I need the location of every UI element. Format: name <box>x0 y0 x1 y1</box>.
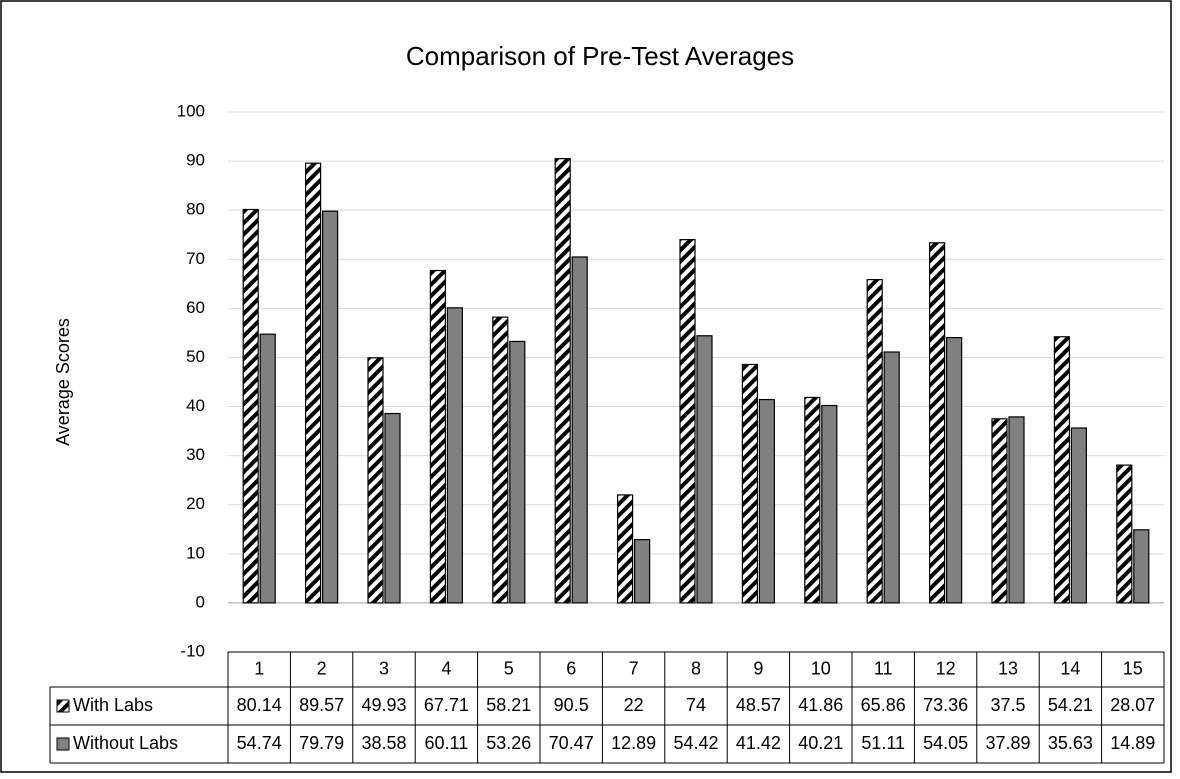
y-tick-label: 20 <box>186 494 205 513</box>
data-label: 22 <box>624 695 644 715</box>
bar <box>804 396 821 604</box>
bar <box>492 316 509 604</box>
bar <box>758 398 776 604</box>
data-label: 37.89 <box>985 733 1030 753</box>
bar <box>866 278 883 604</box>
y-tick-label: 10 <box>186 543 205 562</box>
data-label: 40.21 <box>798 733 843 753</box>
x-tick-label: 13 <box>998 658 1018 678</box>
data-label: 60.11 <box>425 733 469 753</box>
x-tick-label: 12 <box>936 658 956 678</box>
x-tick-label: 9 <box>753 658 763 678</box>
data-label: 54.74 <box>237 733 282 753</box>
data-label: 51.11 <box>861 733 905 753</box>
bar <box>1008 416 1025 604</box>
y-tick-label: 70 <box>186 249 205 268</box>
x-tick-label: 14 <box>1060 658 1080 678</box>
data-label: 37.5 <box>990 695 1025 715</box>
x-tick-label: 1 <box>254 658 264 678</box>
bar <box>446 307 463 604</box>
x-tick-label: 2 <box>317 658 327 678</box>
x-tick-label: 6 <box>566 658 576 678</box>
bar <box>1053 336 1071 604</box>
x-tick-label: 3 <box>379 658 389 678</box>
bar <box>1070 427 1088 604</box>
data-label: 89.57 <box>299 695 344 715</box>
data-label: 54.05 <box>923 733 968 753</box>
bar <box>633 539 651 604</box>
legend-label: Without Labs <box>73 733 178 753</box>
bar <box>384 412 401 604</box>
data-label: 48.57 <box>736 695 781 715</box>
y-tick-label: 40 <box>186 396 205 415</box>
bar <box>1116 464 1133 604</box>
data-label: 58.21 <box>486 695 531 715</box>
bar <box>429 269 446 604</box>
data-label: 14.89 <box>1110 733 1155 753</box>
data-label: 49.93 <box>361 695 406 715</box>
data-label: 41.86 <box>798 695 843 715</box>
y-tick-label: 60 <box>186 298 205 317</box>
data-label: 28.07 <box>1110 695 1155 715</box>
data-label: 74 <box>686 695 706 715</box>
y-tick-label: 100 <box>177 101 205 120</box>
bar <box>322 210 339 604</box>
y-tick-label: 90 <box>186 151 205 170</box>
bar <box>821 404 838 604</box>
bar <box>991 418 1008 604</box>
data-label: 67.71 <box>424 695 469 715</box>
y-tick-label: -10 <box>180 641 205 660</box>
data-label: 90.5 <box>554 695 589 715</box>
data-label: 79.79 <box>299 733 344 753</box>
y-tick-label: 80 <box>186 200 205 219</box>
data-label: 54.42 <box>673 733 718 753</box>
bar <box>509 340 526 604</box>
chart-title: Comparison of Pre-Test Averages <box>406 41 794 71</box>
bar <box>367 357 384 604</box>
x-tick-label: 10 <box>811 658 831 678</box>
x-tick-label: 11 <box>874 658 893 678</box>
y-axis-label: Average Scores <box>53 318 73 446</box>
legend-key <box>56 737 70 751</box>
x-tick-label: 7 <box>629 658 639 678</box>
y-tick-label: 0 <box>196 592 205 611</box>
bar <box>696 335 713 604</box>
data-label: 73.36 <box>923 695 968 715</box>
bar <box>242 208 259 604</box>
data-label: 12.89 <box>611 733 656 753</box>
bar <box>945 336 963 604</box>
data-label: 38.58 <box>361 733 406 753</box>
x-tick-label: 8 <box>691 658 701 678</box>
bar <box>928 242 946 604</box>
bar <box>883 351 900 604</box>
data-label: 41.42 <box>736 733 781 753</box>
data-label: 65.86 <box>861 695 906 715</box>
data-label: 54.21 <box>1048 695 1093 715</box>
data-label: 70.47 <box>549 733 594 753</box>
data-label: 80.14 <box>237 695 282 715</box>
bar <box>259 333 276 604</box>
x-tick-label: 4 <box>441 658 451 678</box>
bar <box>616 494 634 604</box>
legend-label: With Labs <box>73 695 153 715</box>
bar <box>1133 529 1150 604</box>
bar <box>305 162 322 604</box>
bar <box>679 239 696 604</box>
bar <box>554 158 571 604</box>
y-tick-label: 30 <box>186 445 205 464</box>
bar <box>571 256 588 604</box>
legend-key <box>56 699 70 713</box>
x-tick-label: 15 <box>1123 658 1143 678</box>
data-label: 53.26 <box>486 733 531 753</box>
y-tick-label: 50 <box>186 347 205 366</box>
x-tick-label: 5 <box>504 658 514 678</box>
data-label: 35.63 <box>1048 733 1093 753</box>
bar <box>741 363 759 604</box>
